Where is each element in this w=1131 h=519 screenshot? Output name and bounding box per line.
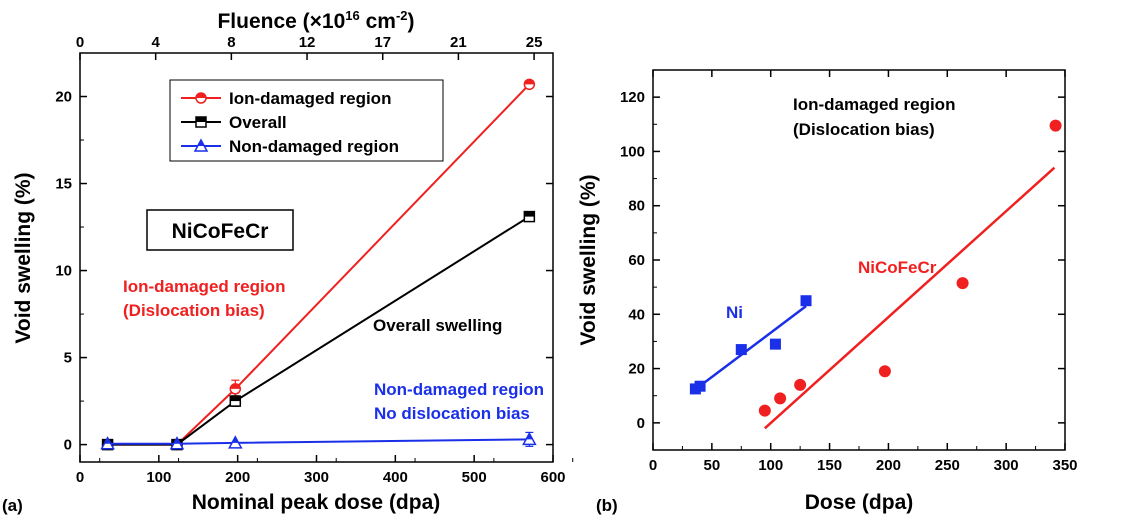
y-tick-label: 60 [628,252,645,269]
panel-b-ticks: 0 50 100 150 200 250 300 350 0 20 40 60 80 100 120 [620,70,1078,474]
x-tick-label: 300 [304,469,329,486]
annotation-ion-line1: Ion-damaged region [123,277,285,296]
y-tick-label: 20 [628,361,645,378]
y-tick-label: 80 [628,198,645,215]
data-point-triangle-fill [173,437,180,444]
series-line [107,438,530,445]
annotation-non-line2: No dislocation bias [374,404,530,423]
material-label: NiCoFeCr [172,220,269,243]
data-point-triangle-fill [104,437,111,444]
panel-b-annotation-line1: Ion-damaged region [793,95,955,114]
panel-b-label-ni: Ni [726,303,743,322]
x-tick-label: 0 [76,469,84,486]
data-point-square [769,338,781,350]
panel-a-y-axis-title: Void swelling (%) [12,172,35,343]
fit-line [763,166,1056,430]
legend-item-ion-damaged: Ion-damaged region [181,89,391,108]
y-tick-label: 120 [620,89,645,106]
annotation-non-line1: Non-damaged region [374,380,544,399]
data-point-square [694,380,706,392]
data-point-square [735,344,747,356]
data-point-circle [794,378,807,391]
panel-b-chart: 0 50 100 150 200 250 300 350 0 20 40 60 80 100 120 Dos… [577,69,1078,515]
data-point-square-fill [230,396,241,402]
data-point-circle [878,365,891,378]
data-point-circle-fill [230,383,241,389]
x-tick-label: 600 [540,469,565,486]
material-label-box [146,209,294,251]
panel-a-x-axis-title: Nominal peak dose (dpa) [192,491,441,514]
svg-text:Overall: Overall [229,113,287,132]
y-tick-label: 10 [55,263,72,280]
panel-a-top-axis-title: Fluence (×1016 cm-2) [217,8,414,33]
svg-text:Non-damaged region: Non-damaged region [229,137,399,156]
x-tick-label: 50 [704,457,721,474]
panel-a-marks [100,78,537,451]
data-point-square [800,295,812,307]
top-tick-label: 17 [374,34,391,51]
y-tick-label: 5 [64,350,72,367]
y-tick-label: 0 [64,437,72,454]
data-point-circle [1049,119,1062,132]
x-tick-label: 250 [935,457,960,474]
data-point-circle [758,404,771,417]
x-tick-label: 500 [462,469,487,486]
panel-b-annotation-line2: (Dislocation bias) [793,120,935,139]
y-tick-label: 40 [628,306,645,323]
svg-text:Ion-damaged region: Ion-damaged region [229,89,391,108]
fit-line [693,305,807,392]
top-tick-label: 25 [526,34,543,51]
legend-item-non-damaged: Non-damaged region [181,137,399,156]
x-tick-label: 100 [146,469,171,486]
top-tick-label: 8 [227,34,235,51]
panel-label-a: (a) [2,496,23,515]
data-point-triangle-fill [232,436,239,443]
top-tick-label: 4 [152,34,161,51]
y-tick-label: 100 [620,143,645,160]
annotation-overall: Overall swelling [373,316,502,335]
x-tick-label: 300 [994,457,1019,474]
x-tick-label: 350 [1052,457,1077,474]
panel-a-legend: Ion-damaged region Overall Non-damaged r… [169,79,444,162]
y-tick-label: 15 [55,176,72,193]
legend-item-overall: Overall [181,113,287,132]
data-point-circle-fill [524,79,535,85]
panel-b-y-axis-title: Void swelling (%) [577,174,600,345]
y-tick-label: 20 [55,89,72,106]
top-tick-label: 0 [76,34,84,51]
data-point-circle [774,392,787,405]
panel-b-x-axis-title: Dose (dpa) [805,491,914,514]
data-point-square-fill [524,211,535,217]
top-tick-label: 21 [450,34,467,51]
y-tick-label: 0 [637,415,645,432]
panel-b-marks [689,119,1062,430]
x-tick-label: 0 [649,457,657,474]
x-tick-label: 150 [817,457,842,474]
x-tick-label: 200 [876,457,901,474]
legend-box [169,79,444,162]
panel-label-b: (b) [596,496,618,515]
x-tick-label: 100 [758,457,783,474]
x-tick-label: 400 [383,469,408,486]
top-tick-label: 12 [299,34,316,51]
panel-b-label-nicofecr: NiCoFeCr [858,258,937,277]
annotation-ion-line2: (Dislocation bias) [123,301,265,320]
x-tick-label: 200 [225,469,250,486]
data-point-circle [956,277,969,290]
data-point-triangle-fill [526,433,533,440]
